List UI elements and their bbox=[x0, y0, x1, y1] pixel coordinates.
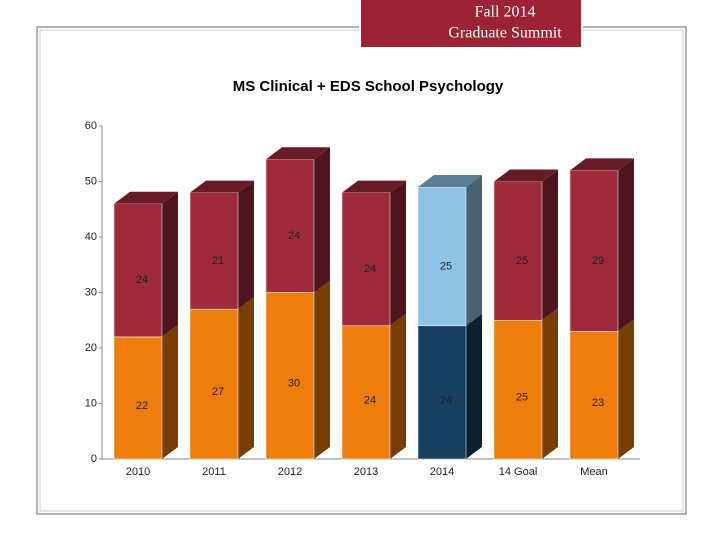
bar-top bbox=[418, 175, 482, 188]
data-label: 24 bbox=[288, 230, 300, 242]
bar bbox=[341, 192, 391, 327]
y-tick-label: 60 bbox=[85, 120, 97, 132]
bar bbox=[189, 192, 239, 310]
bar bbox=[417, 325, 467, 460]
x-tick-label: 14 Goal bbox=[499, 466, 538, 478]
bar bbox=[569, 331, 619, 460]
bar bbox=[341, 325, 391, 460]
bar bbox=[113, 203, 163, 338]
bar-side bbox=[466, 175, 482, 326]
header-line: Fall 2014 bbox=[475, 4, 536, 21]
bar-top bbox=[494, 169, 558, 182]
bar-side bbox=[466, 313, 482, 459]
header-box bbox=[359, 0, 583, 49]
data-label: 22 bbox=[136, 400, 148, 412]
bar-side bbox=[390, 313, 406, 459]
y-tick-label: 40 bbox=[85, 231, 97, 243]
bar-side bbox=[390, 180, 406, 326]
bar-top bbox=[570, 158, 634, 171]
bar-side bbox=[314, 147, 330, 293]
bar bbox=[189, 308, 239, 460]
data-label: 27 bbox=[212, 386, 224, 398]
bar bbox=[113, 336, 163, 460]
bar-top bbox=[266, 147, 330, 160]
data-label: 25 bbox=[516, 255, 528, 267]
data-label: 24 bbox=[364, 394, 376, 406]
bar-side bbox=[542, 308, 558, 459]
bar-side bbox=[618, 158, 634, 332]
bar bbox=[493, 320, 543, 460]
data-label: 30 bbox=[288, 378, 300, 390]
y-tick-label: 30 bbox=[85, 286, 97, 298]
header-line: Graduate Summit bbox=[448, 25, 562, 42]
x-tick-label: 2014 bbox=[430, 466, 454, 478]
bar bbox=[493, 181, 543, 321]
bar bbox=[265, 159, 315, 293]
bar-top bbox=[190, 180, 254, 193]
bar-top bbox=[342, 180, 406, 193]
y-tick-label: 10 bbox=[85, 397, 97, 409]
bar bbox=[417, 186, 467, 327]
y-tick-label: 50 bbox=[85, 175, 97, 187]
y-tick-label: 0 bbox=[91, 453, 97, 465]
data-label: 24 bbox=[440, 394, 452, 406]
bar-side bbox=[618, 319, 634, 459]
bar-side bbox=[238, 297, 254, 459]
data-label: 29 bbox=[592, 255, 604, 267]
data-label: 21 bbox=[212, 255, 224, 267]
x-tick-label: Mean bbox=[580, 466, 608, 478]
chart-title: MS Clinical + EDS School Psychology bbox=[233, 78, 504, 95]
bar-side bbox=[162, 191, 178, 337]
bar-side bbox=[238, 180, 254, 310]
bar bbox=[265, 292, 315, 460]
data-label: 25 bbox=[440, 260, 452, 272]
bar-side bbox=[314, 280, 330, 459]
bar-side bbox=[162, 324, 178, 459]
x-tick-label: 2013 bbox=[354, 466, 378, 478]
x-tick-label: 2012 bbox=[278, 466, 302, 478]
x-tick-label: 2011 bbox=[202, 466, 226, 478]
data-label: 24 bbox=[364, 263, 376, 275]
bar-side bbox=[542, 169, 558, 321]
data-label: 24 bbox=[136, 274, 148, 286]
x-tick-label: 2010 bbox=[126, 466, 150, 478]
y-tick-label: 20 bbox=[85, 342, 97, 354]
bar bbox=[569, 170, 619, 332]
data-label: 23 bbox=[592, 397, 604, 409]
bar-top bbox=[114, 191, 178, 204]
data-label: 25 bbox=[516, 392, 528, 404]
